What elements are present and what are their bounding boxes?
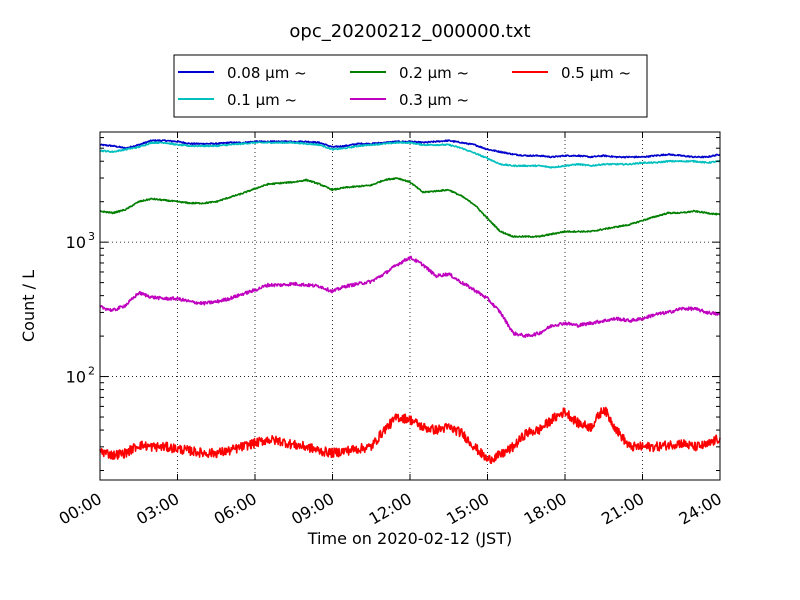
y-axis-label: Count / L: [19, 270, 38, 342]
x-tick-label: 12:00: [366, 489, 415, 529]
y-tick-label: 10: [66, 233, 86, 252]
x-tick-label: 06:00: [211, 489, 260, 529]
legend-label: 0.2 μm ~: [399, 64, 469, 82]
x-axis-label: Time on 2020-02-12 (JST): [307, 529, 512, 548]
x-tick-label: 00:00: [56, 489, 105, 529]
series-line: [99, 177, 721, 238]
legend-box: [173, 54, 648, 118]
legend-label: 0.3 μm ~: [399, 91, 469, 109]
chart-title: opc_20200212_000000.txt: [289, 21, 530, 42]
x-tick-label: 18:00: [521, 489, 570, 529]
legend-label: 0.1 μm ~: [227, 91, 297, 109]
series-line: [99, 141, 721, 169]
x-tick-label: 09:00: [288, 489, 337, 529]
legend: 0.08 μm ~ 0.1 μm ~ 0.2 μm ~ 0.3 μm ~ 0.5 μm …: [173, 54, 648, 118]
legend-label: 0.5 μm ~: [561, 64, 631, 82]
x-tick-label: 24:00: [676, 489, 725, 529]
x-tick-label: 03:00: [133, 489, 182, 529]
y-tick-exponent: 2: [88, 365, 95, 378]
x-tick-labels: 00:00 03:00 06:00 09:00 12:00 15:00 18:00 21:00…: [56, 489, 725, 529]
grid-lines: [100, 132, 720, 480]
x-tick-label: 21:00: [598, 489, 647, 529]
series-line: [99, 255, 721, 339]
series-lines: [99, 139, 721, 465]
series-line: [99, 406, 721, 465]
axis-ticks: [99, 132, 721, 480]
y-tick-label: 10: [66, 368, 86, 387]
plot-area: [99, 131, 721, 481]
legend-label: 0.08 μm ~: [227, 64, 307, 82]
x-tick-label: 15:00: [443, 489, 492, 529]
y-tick-exponent: 3: [88, 230, 95, 243]
